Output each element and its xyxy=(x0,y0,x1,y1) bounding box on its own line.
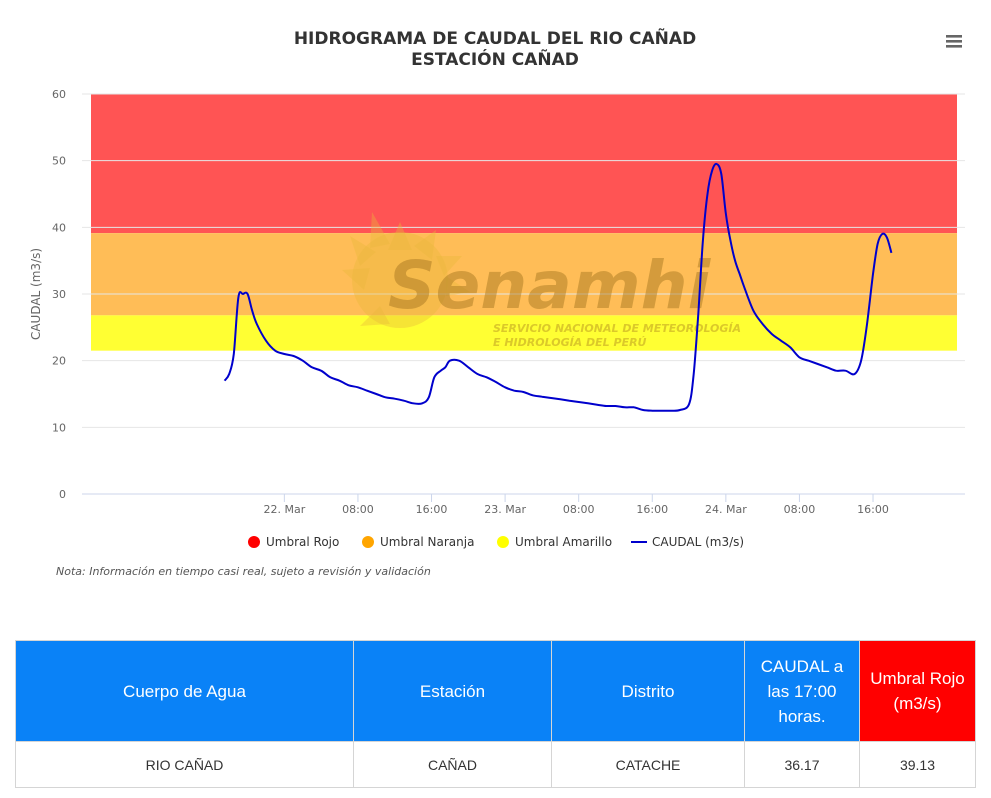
hamburger-menu-icon xyxy=(946,35,962,48)
y-tick-label-5: 50 xyxy=(52,155,66,168)
y-tick-label-4: 40 xyxy=(52,221,66,234)
header-estacion: Estación xyxy=(353,640,552,742)
legend-marker-1 xyxy=(362,536,374,548)
legend-label-0: Umbral Rojo xyxy=(266,535,339,549)
watermark-line2: E HIDROLOGÍA DEL PERÚ xyxy=(493,336,647,349)
x-tick-label-4: 08:00 xyxy=(563,503,595,516)
y-tick-label-3: 30 xyxy=(52,288,66,301)
x-tick-label-6: 24. Mar xyxy=(705,503,747,516)
x-tick-label-0: 22. Mar xyxy=(263,503,305,516)
header-caudal: CAUDAL a las 17:00 horas. xyxy=(744,640,860,742)
x-tick-label-2: 16:00 xyxy=(416,503,448,516)
cell-caudal: 36.17 xyxy=(744,741,860,788)
table-row: RIO CAÑAD CAÑAD CATACHE 36.17 39.13 xyxy=(15,741,976,788)
y-tick-label-6: 60 xyxy=(52,88,66,101)
legend-item-0[interactable]: Umbral Rojo xyxy=(248,535,339,549)
band-1 xyxy=(91,233,957,316)
chart-subtitle: ESTACIÓN CAÑAD xyxy=(411,47,579,70)
x-tick-label-5: 16:00 xyxy=(636,503,668,516)
header-umbral-rojo: Umbral Rojo (m3/s) xyxy=(859,640,976,742)
legend-marker-2 xyxy=(497,536,509,548)
legend-item-1[interactable]: Umbral Naranja xyxy=(362,535,474,549)
chart-title: HIDROGRAMA DE CAUDAL DEL RIO CAÑAD xyxy=(294,26,696,49)
senamhi-watermark: Senamhi SERVICIO NACIONAL DE METEOROLOGÍ… xyxy=(342,212,741,349)
station-info-table: Cuerpo de Agua Estación Distrito CAUDAL … xyxy=(15,640,976,788)
chart-note: Nota: Información en tiempo casi real, s… xyxy=(56,565,431,578)
cell-cuerpo-de-agua: RIO CAÑAD xyxy=(15,741,354,788)
band-0 xyxy=(91,94,957,234)
header-distrito: Distrito xyxy=(551,640,745,742)
cell-estacion: CAÑAD xyxy=(353,741,552,788)
legend-item-2[interactable]: Umbral Amarillo xyxy=(497,535,612,549)
header-cuerpo-de-agua: Cuerpo de Agua xyxy=(15,640,354,742)
cell-umbral-rojo: 39.13 xyxy=(859,741,976,788)
hydrograph-chart: HIDROGRAMA DE CAUDAL DEL RIO CAÑAD ESTAC… xyxy=(29,26,968,578)
table-header-row: Cuerpo de Agua Estación Distrito CAUDAL … xyxy=(15,640,976,742)
legend-label-2: Umbral Amarillo xyxy=(515,535,612,549)
axes: 0 10 20 30 40 50 60 22. Mar 08:00 16:00 23. Mar 08:… xyxy=(52,88,965,516)
sun-logo-icon xyxy=(342,212,470,328)
legend-label-3: CAUDAL (m3/s) xyxy=(652,535,744,549)
cell-distrito: CATACHE xyxy=(551,741,745,788)
x-tick-label-3: 23. Mar xyxy=(484,503,526,516)
threshold-bands xyxy=(91,94,957,351)
series-line-caudal xyxy=(223,162,893,412)
grid-lines xyxy=(82,93,965,428)
y-tick-label-1: 10 xyxy=(52,421,66,434)
legend-marker-0 xyxy=(248,536,260,548)
legend-label-1: Umbral Naranja xyxy=(380,535,474,549)
y-axis-title: CAUDAL (m3/s) xyxy=(29,248,43,340)
x-tick-label-8: 16:00 xyxy=(857,503,889,516)
y-tick-label-0: 0 xyxy=(59,488,66,501)
legend-item-3[interactable]: CAUDAL (m3/s) xyxy=(631,535,744,549)
x-tick-label-1: 08:00 xyxy=(342,503,374,516)
legend: Umbral Rojo Umbral Naranja Umbral Amarillo… xyxy=(248,535,744,549)
watermark-brand: Senamhi xyxy=(388,247,712,324)
watermark-line1: SERVICIO NACIONAL DE METEOROLOGÍA xyxy=(493,322,741,335)
x-tick-label-7: 08:00 xyxy=(784,503,816,516)
y-tick-label-2: 20 xyxy=(52,355,66,368)
chart-menu-button[interactable] xyxy=(938,28,968,56)
